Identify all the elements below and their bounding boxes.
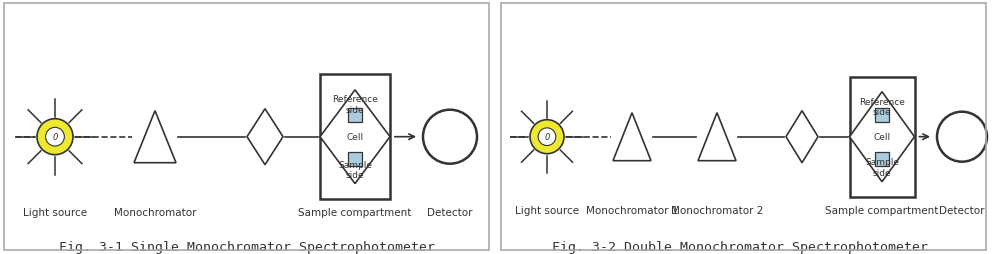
Text: Detector: Detector xyxy=(939,205,985,215)
Text: Sample
side: Sample side xyxy=(865,158,899,177)
Text: Detector: Detector xyxy=(427,207,473,217)
Text: 0: 0 xyxy=(53,133,58,142)
Text: Monochromator 1: Monochromator 1 xyxy=(585,205,678,215)
Circle shape xyxy=(423,110,477,164)
Bar xyxy=(348,108,362,122)
Polygon shape xyxy=(613,113,651,161)
Bar xyxy=(501,4,986,250)
Bar xyxy=(875,108,889,122)
Text: 0: 0 xyxy=(545,133,550,142)
Circle shape xyxy=(46,128,65,147)
Text: Sample compartment: Sample compartment xyxy=(298,207,412,217)
Circle shape xyxy=(37,119,73,155)
Bar xyxy=(348,152,362,166)
Polygon shape xyxy=(850,92,914,182)
Text: Fig. 3-1 Single Monochromator Spectrophotometer: Fig. 3-1 Single Monochromator Spectropho… xyxy=(59,240,435,253)
Bar xyxy=(4,4,489,250)
Polygon shape xyxy=(320,90,390,184)
Polygon shape xyxy=(247,109,283,165)
Text: Light source: Light source xyxy=(23,207,87,217)
Text: Reference
side: Reference side xyxy=(332,95,378,114)
Bar xyxy=(850,77,914,197)
Text: Sample
side: Sample side xyxy=(338,160,372,180)
Circle shape xyxy=(538,128,556,146)
Text: Monochromator: Monochromator xyxy=(113,207,196,217)
Polygon shape xyxy=(134,111,176,163)
Bar xyxy=(320,75,390,199)
Text: Cell: Cell xyxy=(874,133,891,142)
Text: Monochromator 2: Monochromator 2 xyxy=(671,205,763,215)
Polygon shape xyxy=(786,111,818,163)
Circle shape xyxy=(937,112,987,162)
Polygon shape xyxy=(698,113,736,161)
Circle shape xyxy=(530,120,564,154)
Text: Cell: Cell xyxy=(347,133,364,142)
Bar xyxy=(875,152,889,166)
Text: Fig. 3-2 Double Monochromator Spectrophotometer: Fig. 3-2 Double Monochromator Spectropho… xyxy=(552,240,928,253)
Text: Reference
side: Reference side xyxy=(859,97,905,117)
Text: Light source: Light source xyxy=(515,205,580,215)
Text: Sample compartment: Sample compartment xyxy=(825,205,938,215)
